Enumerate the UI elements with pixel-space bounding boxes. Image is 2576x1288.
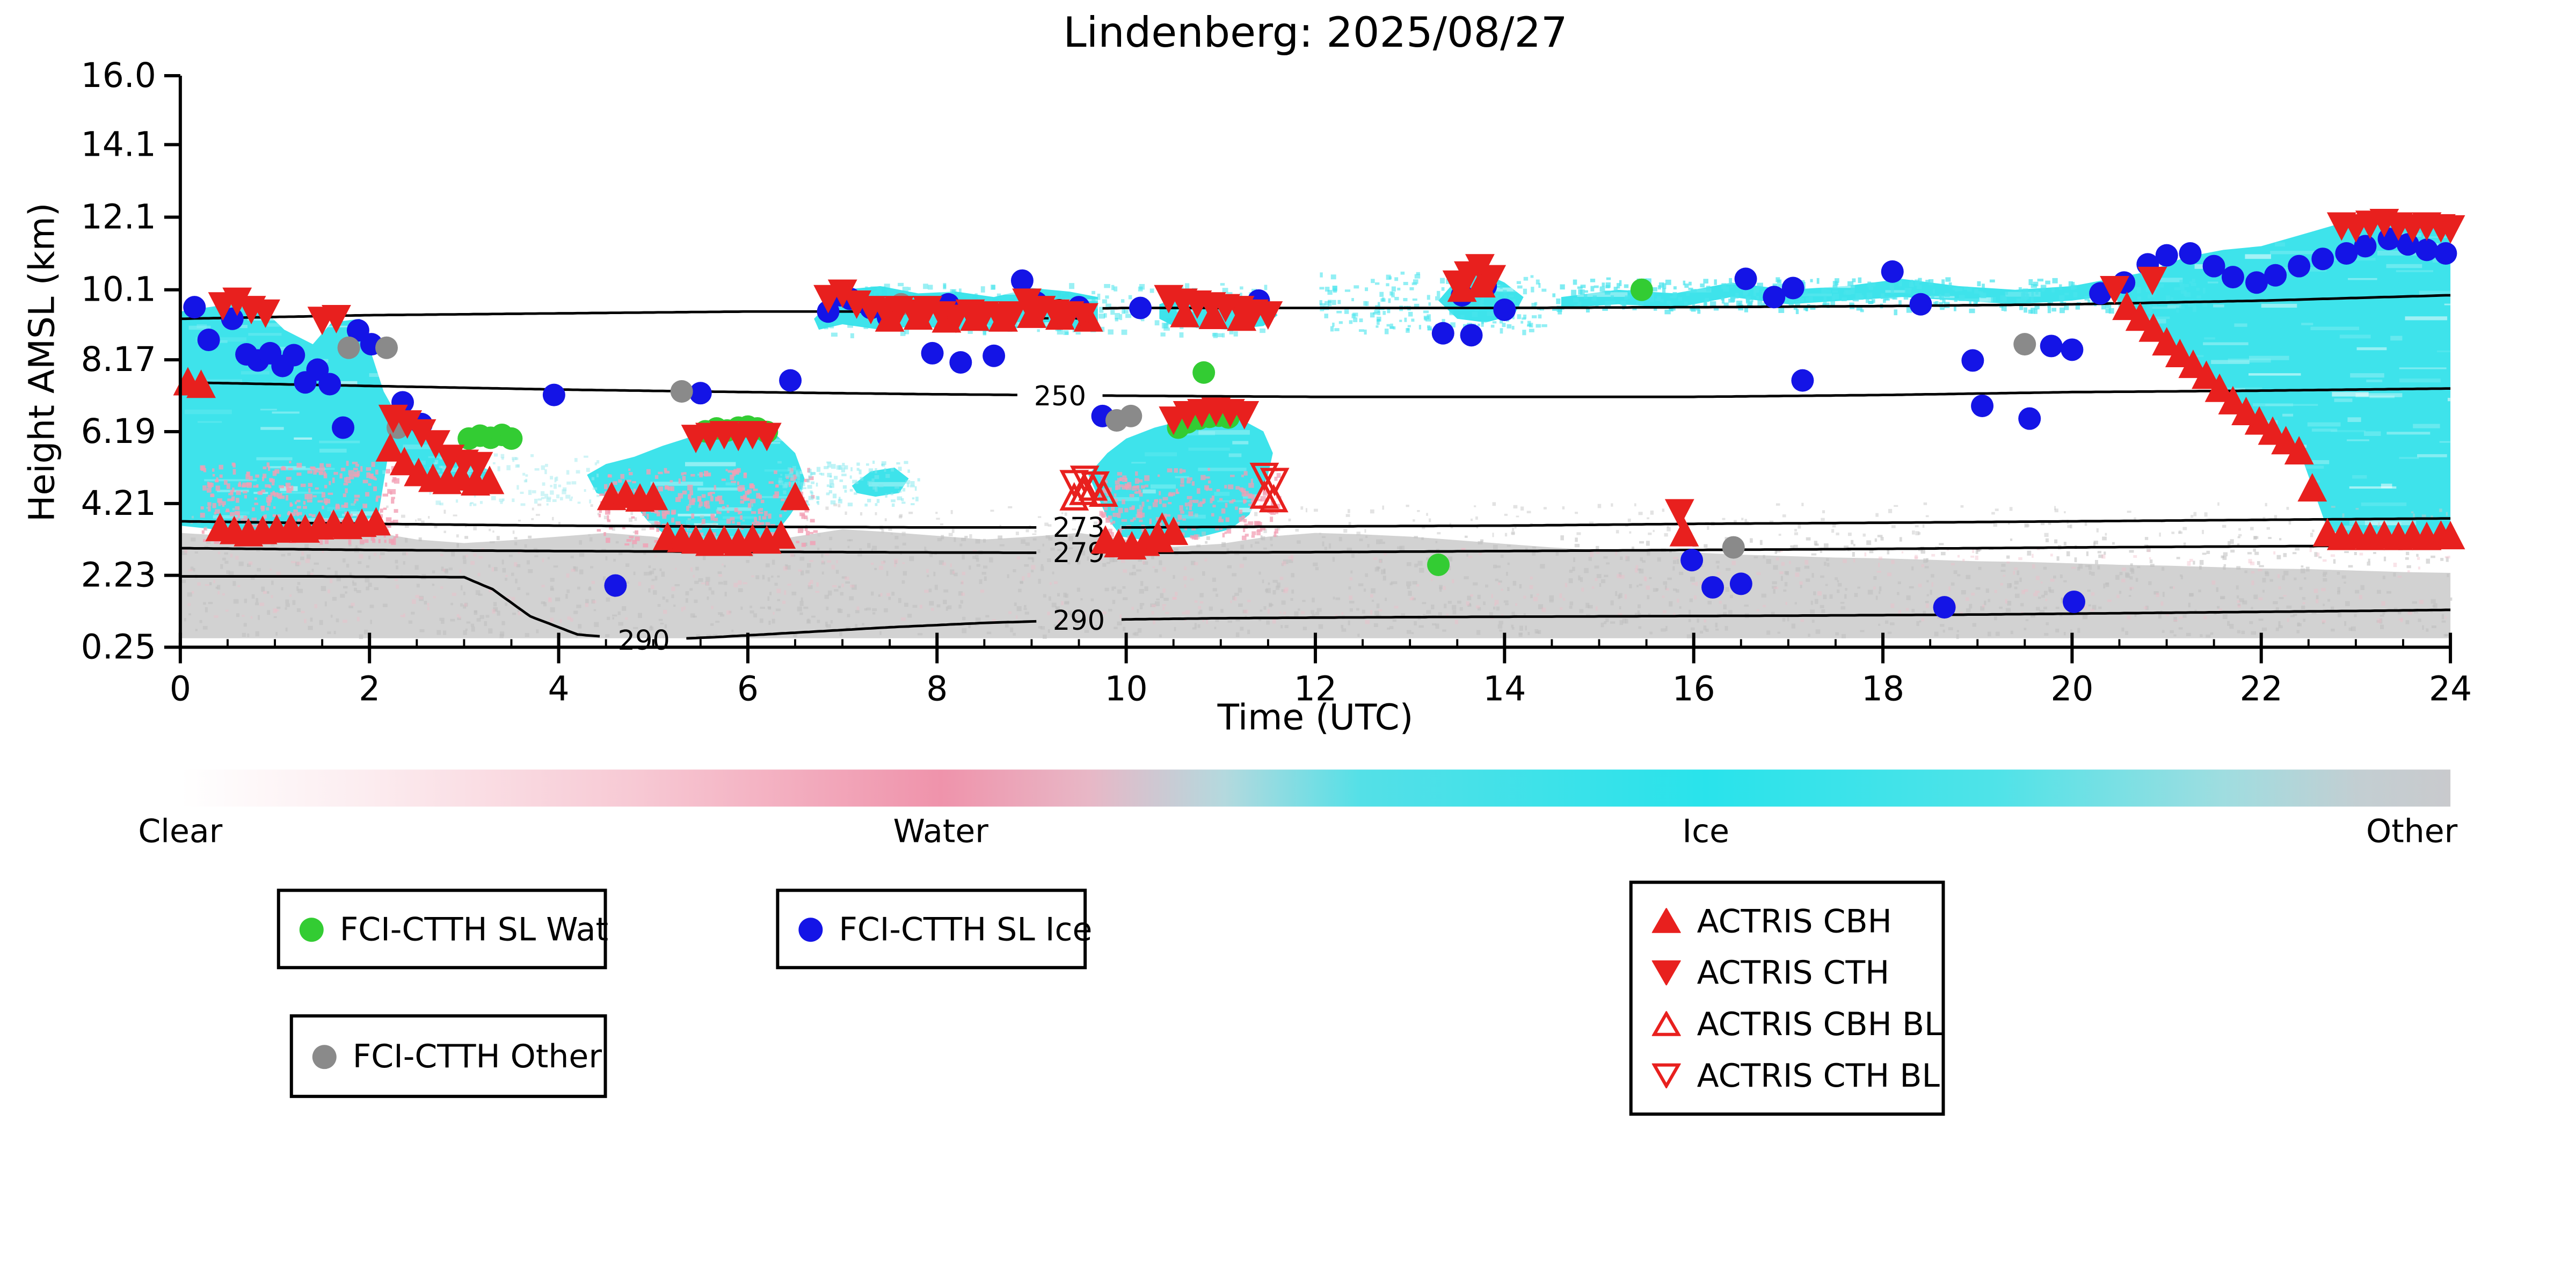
series-actris-cth-bl (1059, 462, 1290, 500)
legend-label: ACTRIS CTH (1697, 953, 1890, 992)
legend-fci-ctth-sl-ice: FCI-CTTH SL Ice (776, 889, 1092, 970)
legend-label: FCI-CTTH Other (352, 1037, 602, 1076)
svg-text:8: 8 (926, 669, 948, 708)
colorbar-label-ice: Ice (1682, 811, 1730, 850)
speckle-texture (184, 547, 2450, 624)
svg-text:22: 22 (2240, 669, 2283, 708)
open-down-triangle-icon (1651, 1063, 1681, 1089)
svg-text:12.1: 12.1 (81, 198, 156, 237)
legend-label: ACTRIS CBH BL (1697, 1005, 1942, 1044)
svg-text:290: 290 (1053, 605, 1105, 637)
filled-down-triangle-icon (1651, 960, 1681, 986)
classification-background (180, 221, 2453, 639)
svg-text:4.21: 4.21 (81, 484, 156, 523)
green-dot-icon (299, 916, 324, 941)
svg-text:10: 10 (1105, 669, 1148, 708)
legend-fci-ctth-other: FCI-CTTH Other (289, 1014, 607, 1098)
svg-text:10.1: 10.1 (81, 270, 156, 309)
svg-text:18: 18 (1861, 669, 1904, 708)
gray-dot-icon (312, 1044, 337, 1068)
series-actris-cbh (173, 269, 2465, 560)
open-up-triangle-icon (1651, 1011, 1681, 1036)
svg-text:273: 273 (1053, 512, 1105, 544)
svg-text:6.19: 6.19 (81, 412, 156, 451)
colorbar-label-other: Other (2366, 811, 2458, 850)
svg-text:290: 290 (618, 625, 670, 657)
svg-text:2: 2 (359, 669, 380, 708)
svg-text:2.23: 2.23 (81, 556, 156, 595)
series-actris-cth (208, 208, 2465, 528)
svg-text:20: 20 (2050, 669, 2093, 708)
svg-text:6: 6 (737, 669, 759, 708)
legend-row-actris-cbh: ACTRIS CBH (1651, 895, 1923, 947)
svg-text:0: 0 (170, 669, 191, 708)
blue-dot-icon (798, 916, 823, 941)
legend-row-actris-cbh-bl: ACTRIS CBH BL (1651, 998, 1942, 1050)
svg-text:250: 250 (1034, 381, 1086, 412)
classification-colorbar (180, 769, 2451, 807)
svg-text:0.25: 0.25 (81, 627, 156, 666)
svg-text:16.0: 16.0 (81, 56, 156, 95)
svg-text:24: 24 (2429, 669, 2472, 708)
legend-label: ACTRIS CBH (1697, 901, 1892, 941)
time-height-plot: 2302502732792902900.252.234.216.198.1710… (81, 56, 2472, 709)
x-axis-label: Time (UTC) (1217, 698, 1414, 739)
svg-text:4: 4 (548, 669, 570, 708)
colorbar-label-water: Water (893, 811, 988, 850)
svg-text:16: 16 (1672, 669, 1715, 708)
svg-text:14: 14 (1483, 669, 1526, 708)
svg-text:8.17: 8.17 (81, 340, 156, 379)
legend-label: ACTRIS CTH BL (1697, 1056, 1940, 1095)
speckle-texture (1098, 468, 1282, 542)
legend-label: FCI-CTTH SL Ice (839, 909, 1093, 949)
colorbar-label-clear: Clear (138, 811, 223, 850)
legend-actris: ACTRIS CBH ACTRIS CTH ACTRIS CBH BL ACTR… (1629, 881, 1945, 1116)
legend-row-actris-cth-bl: ACTRIS CTH BL (1651, 1050, 1940, 1101)
legend-row-actris-cth: ACTRIS CTH (1651, 947, 1923, 998)
filled-up-triangle-icon (1651, 908, 1681, 933)
legend-fci-ctth-sl-wat: FCI-CTTH SL Wat (276, 889, 609, 970)
legend-label: FCI-CTTH SL Wat (339, 909, 609, 949)
speckle-texture (777, 460, 920, 507)
svg-text:12: 12 (1294, 669, 1337, 708)
chart-title: Lindenberg: 2025/08/27 (1063, 9, 1568, 58)
svg-text:14.1: 14.1 (81, 125, 156, 164)
